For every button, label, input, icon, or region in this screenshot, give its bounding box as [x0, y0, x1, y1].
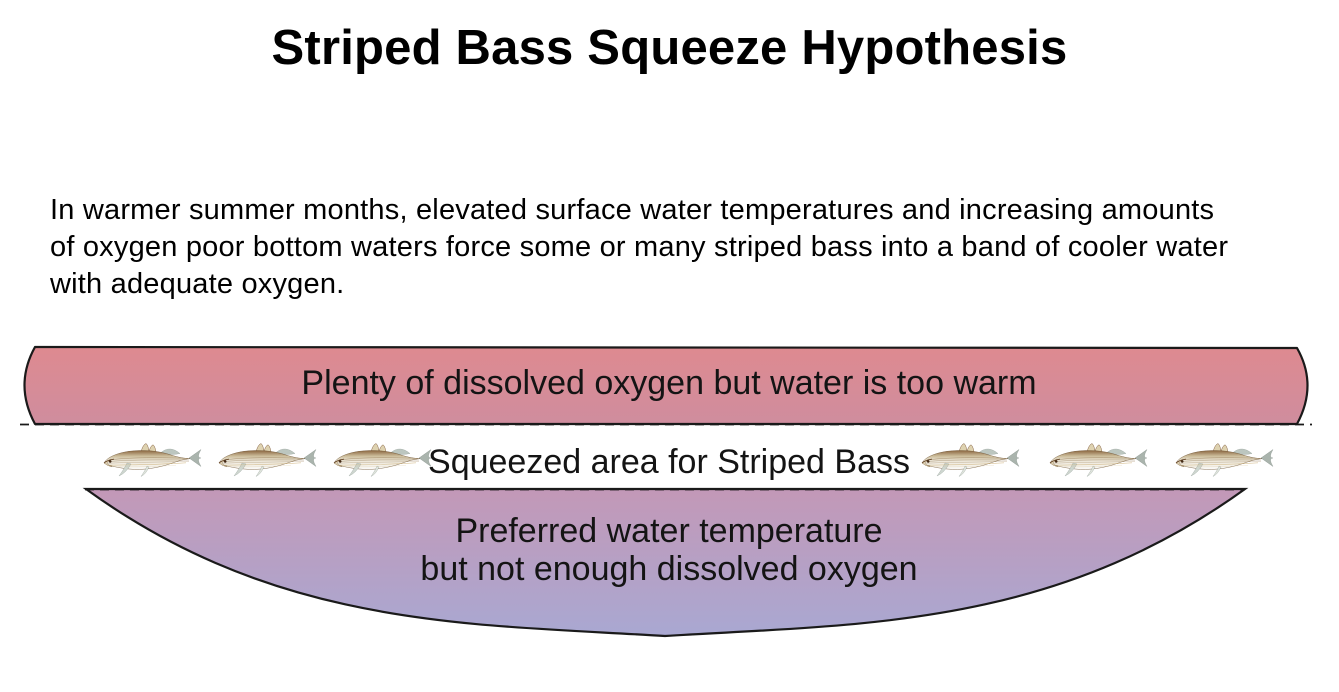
svg-text:Squeezed area for Striped Bass: Squeezed area for Striped Bass — [428, 443, 910, 481]
svg-text:Plenty of dissolved oxygen but: Plenty of dissolved oxygen but water is … — [301, 364, 1036, 402]
svg-text:but not enough dissolved oxyge: but not enough dissolved oxygen — [420, 550, 917, 588]
svg-text:Preferred water temperature: Preferred water temperature — [455, 512, 882, 550]
